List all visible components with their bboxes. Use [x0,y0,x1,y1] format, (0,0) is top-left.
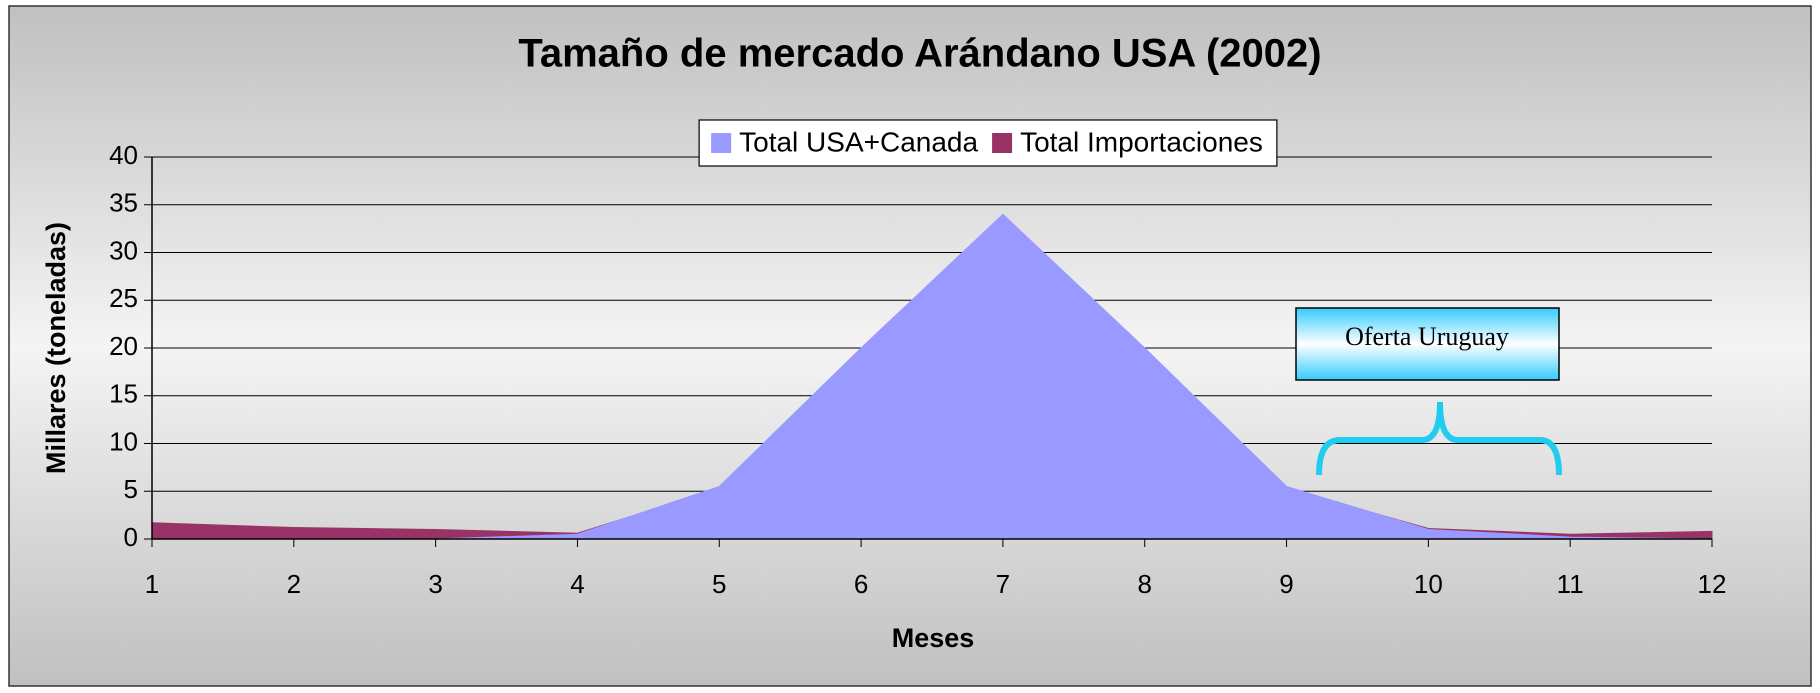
y-tick-label: 15 [109,379,138,409]
x-tick-label: 6 [854,569,868,599]
x-tick-label: 12 [1698,569,1727,599]
annotation: Oferta Uruguay [1345,322,1509,351]
y-tick-label: 30 [109,235,138,265]
x-tick-label: 4 [570,569,584,599]
legend-swatch [992,133,1013,153]
legend-label: Total Importaciones [1020,126,1263,157]
y-tick-label: 25 [109,283,138,313]
y-axis-label: Millares (toneladas) [41,222,71,474]
legend-swatch [711,133,732,153]
x-tick-label: 8 [1137,569,1151,599]
y-tick-label: 35 [109,188,138,218]
y-tick-label: 10 [109,426,138,456]
annotation-box [1295,307,1560,381]
y-tick-label: 20 [109,331,138,361]
brace [1316,401,1562,476]
y-tick-label: 5 [124,474,138,504]
y-tick-label: 0 [124,522,138,552]
x-tick-label: 1 [145,569,159,599]
x-tick-label: 10 [1414,569,1443,599]
x-tick-label: 3 [428,569,442,599]
x-tick-label: 9 [1279,569,1293,599]
y-tick-label: 40 [109,140,138,170]
chart-title: Tamaño de mercado Arándano USA (2002) [518,32,1321,76]
legend-box [698,119,1278,167]
legend-label: Total USA+Canada [739,126,978,157]
x-tick-label: 5 [712,569,726,599]
x-tick-label: 2 [287,569,301,599]
x-tick-label: 7 [996,569,1010,599]
x-axis-label: Meses [892,623,975,653]
legend: Total USA+Canada Total Importaciones [698,119,1278,167]
x-tick-label: 11 [1557,569,1584,599]
